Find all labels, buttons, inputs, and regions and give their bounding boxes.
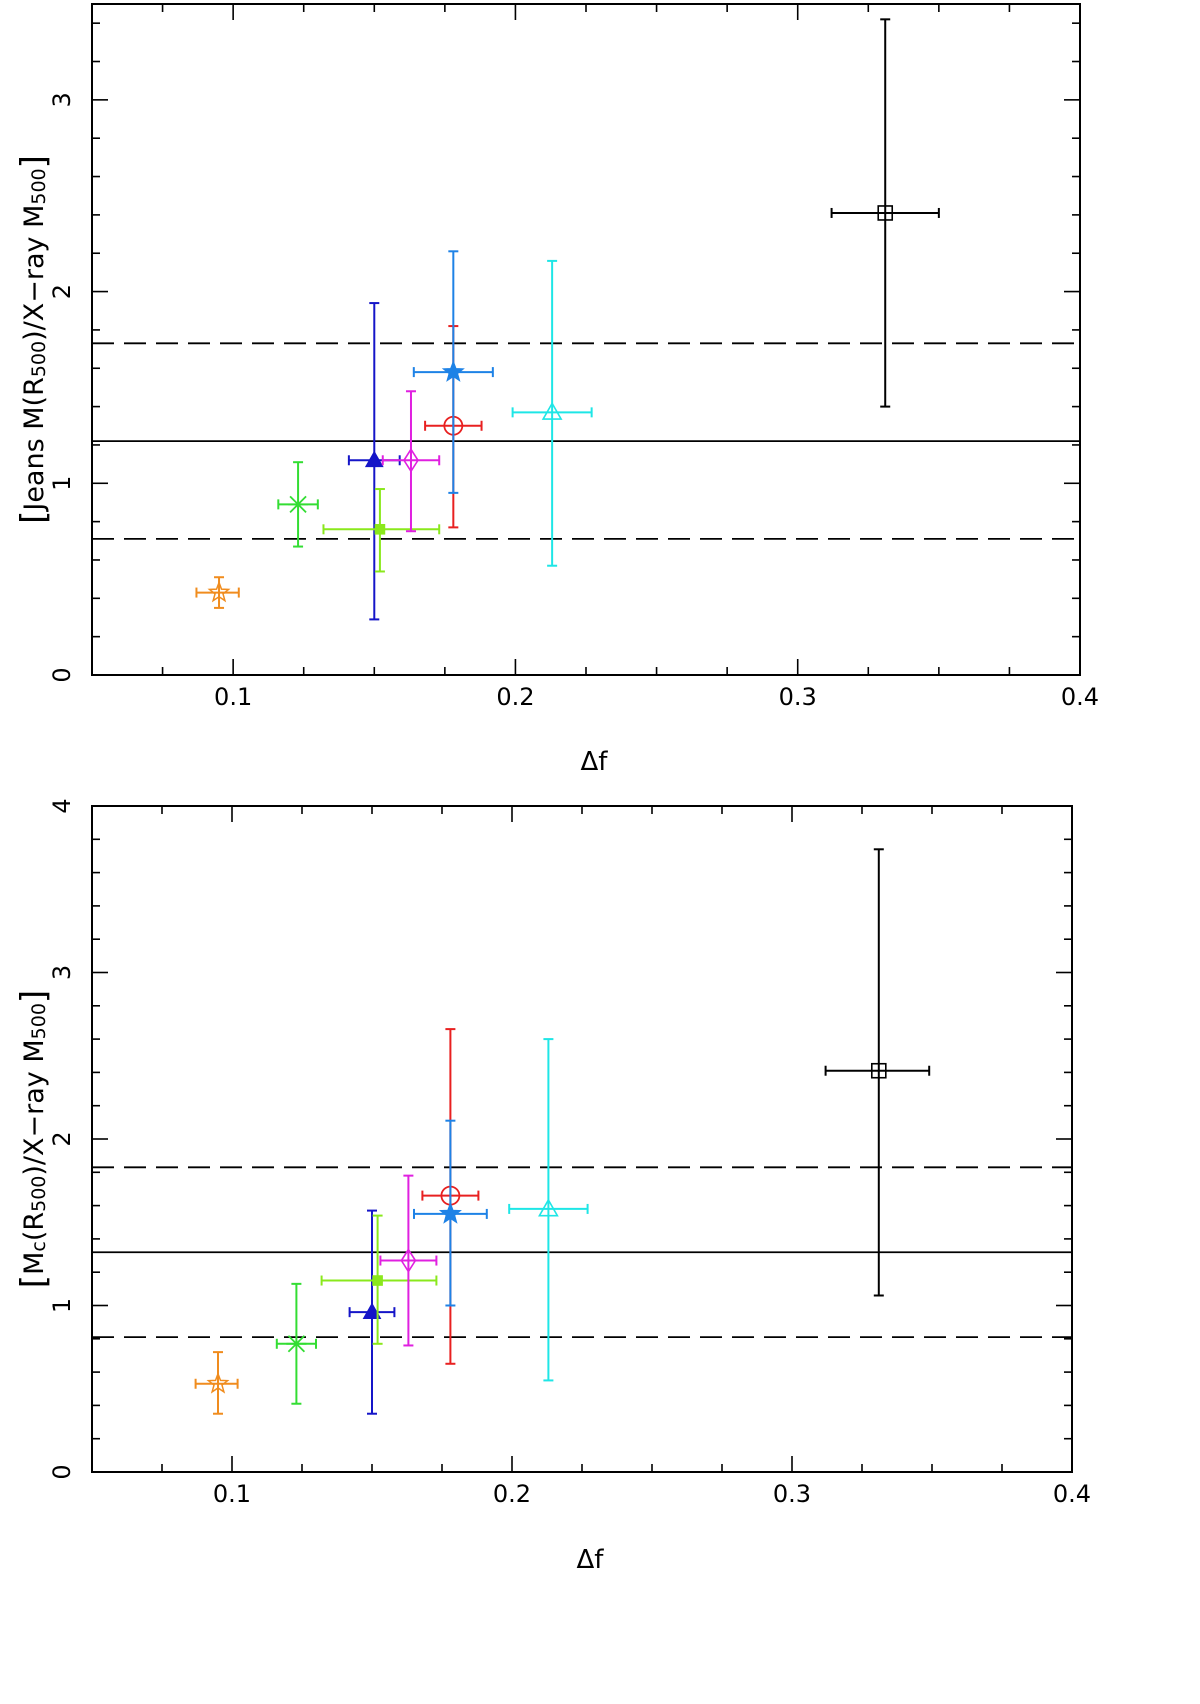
y-axis-title-subscript: 500 [28, 1003, 50, 1039]
data-point [348, 1209, 396, 1415]
y-axis-title-part: M [19, 1252, 50, 1275]
triangle-open-marker [541, 401, 563, 420]
y-axis-title-part: )/X−ray M [19, 205, 50, 341]
data-point [511, 259, 593, 567]
data-point [275, 1282, 317, 1405]
diamond-marker [400, 1248, 417, 1274]
y-axis-title-part: (R [19, 1212, 50, 1241]
y-tick-label: 4 [48, 798, 76, 813]
x-axis-title: Δf [577, 1545, 605, 1575]
y-axis-title-part: Jeans M(R [19, 377, 50, 512]
y-axis-title-part: )/X−ray M [19, 1039, 50, 1175]
x-axis-title: Δf [581, 747, 609, 777]
x-tick-label: 0.2 [496, 683, 534, 711]
x-tick-label: 0.3 [773, 1480, 811, 1508]
y-tick-label: 0 [48, 667, 76, 682]
data-point [195, 576, 240, 609]
y-tick-label: 1 [48, 476, 76, 491]
y-axis-title-subscript: 500 [28, 341, 50, 377]
data-point [413, 1119, 488, 1307]
y-axis-bracket-open: [ [14, 1275, 54, 1288]
x-tick-label: 0.4 [1061, 683, 1099, 711]
square-filled-marker [372, 1275, 383, 1286]
y-axis-title: [Mc(R500)/X−ray M500] [14, 990, 54, 1288]
x-tick-label: 0.1 [213, 1480, 251, 1508]
star-filled-marker [441, 359, 465, 382]
data-point [824, 848, 931, 1297]
triangle-filled-marker [364, 450, 384, 468]
data-point [508, 1038, 589, 1382]
y-tick-label: 3 [48, 92, 76, 107]
y-axis-title: [Jeans M(R500)/X−ray M500] [14, 155, 54, 524]
y-axis-title-subscript: 500 [28, 168, 50, 204]
triangle-open-marker [538, 1198, 559, 1217]
data-point [347, 302, 401, 621]
x-tick-label: 0.3 [779, 683, 817, 711]
square-filled-marker [374, 523, 386, 535]
y-tick-label: 2 [48, 284, 76, 299]
x-tick-label: 0.1 [214, 683, 252, 711]
y-axis-title-subscript: c [28, 1241, 50, 1251]
y-axis-title-subscript: 500 [28, 1176, 50, 1212]
square-open-marker [870, 1062, 887, 1079]
square-open-marker [877, 205, 894, 221]
y-tick-label: 2 [48, 1131, 76, 1146]
data-point [194, 1351, 239, 1415]
y-axis-bracket-open: [ [14, 511, 54, 524]
data-point [379, 1174, 438, 1347]
plot-frame [91, 805, 1073, 1473]
data-point [830, 18, 940, 408]
triangle-filled-marker [362, 1302, 382, 1319]
asterisk-marker [286, 1335, 307, 1353]
y-axis-bracket-close: ] [14, 990, 54, 1003]
star-filled-marker [438, 1201, 462, 1224]
data-point [322, 488, 441, 573]
y-tick-label: 3 [48, 965, 76, 980]
x-tick-label: 0.4 [1053, 1480, 1091, 1508]
data-point [320, 1214, 438, 1345]
x-tick-label: 0.2 [493, 1480, 531, 1508]
star-open-marker [206, 1371, 230, 1394]
data-point [412, 250, 494, 494]
y-axis-bracket-close: ] [14, 155, 54, 168]
star-open-marker [207, 580, 231, 603]
data-point [277, 461, 319, 548]
y-tick-label: 0 [48, 1464, 76, 1479]
plot-frame [91, 3, 1081, 676]
diamond-marker [403, 447, 419, 473]
data-point [381, 390, 441, 533]
asterisk-marker [288, 495, 309, 514]
y-tick-label: 1 [48, 1298, 76, 1313]
